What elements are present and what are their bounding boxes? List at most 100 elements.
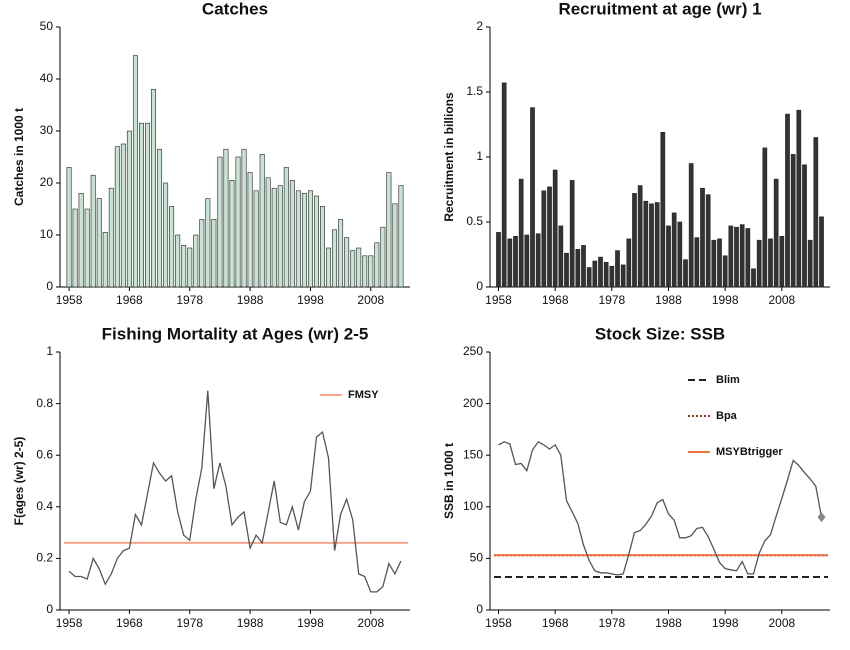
bar bbox=[773, 178, 779, 288]
y-tick-label: 100 bbox=[463, 499, 483, 513]
last-point-marker bbox=[817, 512, 826, 523]
bar bbox=[163, 182, 169, 288]
bar bbox=[671, 212, 677, 288]
bar bbox=[666, 225, 671, 288]
bar bbox=[745, 228, 751, 288]
bar bbox=[326, 247, 332, 288]
bar bbox=[78, 193, 84, 288]
bar bbox=[398, 185, 404, 288]
bar bbox=[138, 122, 144, 288]
bar bbox=[552, 169, 558, 288]
x-tick-label: 1978 bbox=[176, 616, 203, 630]
bar bbox=[779, 236, 785, 288]
bar bbox=[739, 224, 745, 288]
bar bbox=[558, 225, 564, 288]
bar bbox=[637, 185, 643, 288]
bar bbox=[717, 238, 722, 288]
bar bbox=[541, 190, 547, 288]
bar bbox=[496, 232, 501, 288]
bar bbox=[711, 239, 717, 288]
bar bbox=[265, 177, 271, 288]
bar bbox=[72, 208, 78, 288]
y-tick-label: 50 bbox=[40, 19, 54, 33]
x-tick-label: 1988 bbox=[237, 293, 264, 307]
y-tick-label: 0 bbox=[46, 602, 53, 616]
bar bbox=[253, 190, 259, 288]
bar bbox=[785, 113, 790, 288]
x-tick-label: 1988 bbox=[237, 616, 264, 630]
bar bbox=[751, 268, 756, 288]
bar bbox=[386, 172, 392, 288]
x-tick-label: 1988 bbox=[655, 616, 682, 630]
x-tick-label: 1978 bbox=[598, 293, 625, 307]
bar bbox=[211, 219, 217, 288]
bar bbox=[193, 234, 199, 288]
bar bbox=[660, 132, 666, 288]
bar bbox=[235, 156, 241, 288]
bar bbox=[796, 109, 802, 288]
x-tick-label: 1968 bbox=[542, 293, 569, 307]
x-tick-label: 2008 bbox=[768, 293, 795, 307]
x-tick-label: 2008 bbox=[768, 616, 795, 630]
bar bbox=[271, 187, 277, 288]
bar bbox=[756, 239, 762, 288]
data-line bbox=[498, 440, 823, 576]
bar bbox=[649, 203, 654, 288]
y-tick-label: 10 bbox=[40, 227, 54, 241]
bar bbox=[620, 264, 626, 288]
bar bbox=[338, 219, 344, 288]
bar bbox=[307, 190, 313, 288]
x-tick-label: 1988 bbox=[655, 293, 682, 307]
bar bbox=[247, 172, 253, 288]
chart-title: Stock Size: SSB bbox=[595, 324, 725, 343]
bar bbox=[313, 195, 319, 288]
bar bbox=[66, 167, 72, 288]
bar bbox=[807, 239, 813, 288]
chart-title: Fishing Mortality at Ages (wr) 2-5 bbox=[102, 324, 369, 343]
x-tick-label: 1958 bbox=[485, 616, 512, 630]
bar bbox=[592, 260, 598, 288]
bar bbox=[524, 234, 530, 288]
bar bbox=[632, 193, 637, 288]
y-axis-label: SSB in 1000 t bbox=[442, 443, 456, 519]
y-tick-label: 20 bbox=[40, 175, 54, 189]
y-tick-label: 0.5 bbox=[466, 214, 483, 228]
bar bbox=[356, 247, 362, 288]
y-tick-label: 0 bbox=[476, 279, 483, 293]
chart-title: Recruitment at age (wr) 1 bbox=[558, 0, 761, 18]
bar bbox=[205, 198, 211, 288]
bar bbox=[181, 245, 187, 288]
bar bbox=[677, 221, 683, 288]
x-tick-label: 1968 bbox=[116, 293, 143, 307]
bar bbox=[564, 252, 569, 288]
y-tick-label: 2 bbox=[476, 19, 483, 33]
y-tick-label: 1 bbox=[476, 149, 483, 163]
bar bbox=[374, 242, 380, 288]
bar bbox=[289, 180, 295, 288]
bar bbox=[513, 236, 518, 288]
bar bbox=[151, 89, 157, 288]
bar bbox=[518, 178, 524, 288]
bar bbox=[169, 206, 175, 288]
bar bbox=[688, 163, 694, 288]
x-tick-label: 1958 bbox=[485, 293, 512, 307]
x-tick-label: 1978 bbox=[176, 293, 203, 307]
bar bbox=[217, 156, 223, 288]
bar bbox=[694, 237, 700, 288]
bar bbox=[501, 82, 507, 288]
bar bbox=[598, 256, 603, 288]
bar bbox=[84, 208, 90, 288]
y-tick-label: 250 bbox=[463, 344, 483, 358]
y-axis-label: Catches in 1000 t bbox=[12, 108, 26, 206]
x-tick-label: 1998 bbox=[297, 616, 324, 630]
bar bbox=[569, 180, 575, 288]
y-tick-label: 200 bbox=[463, 396, 483, 410]
bar bbox=[603, 261, 609, 288]
x-tick-label: 1968 bbox=[542, 616, 569, 630]
x-tick-label: 1998 bbox=[712, 293, 739, 307]
bar bbox=[615, 250, 620, 288]
y-tick-label: 0.4 bbox=[36, 499, 53, 513]
data-line bbox=[68, 390, 402, 593]
bar bbox=[259, 154, 265, 288]
